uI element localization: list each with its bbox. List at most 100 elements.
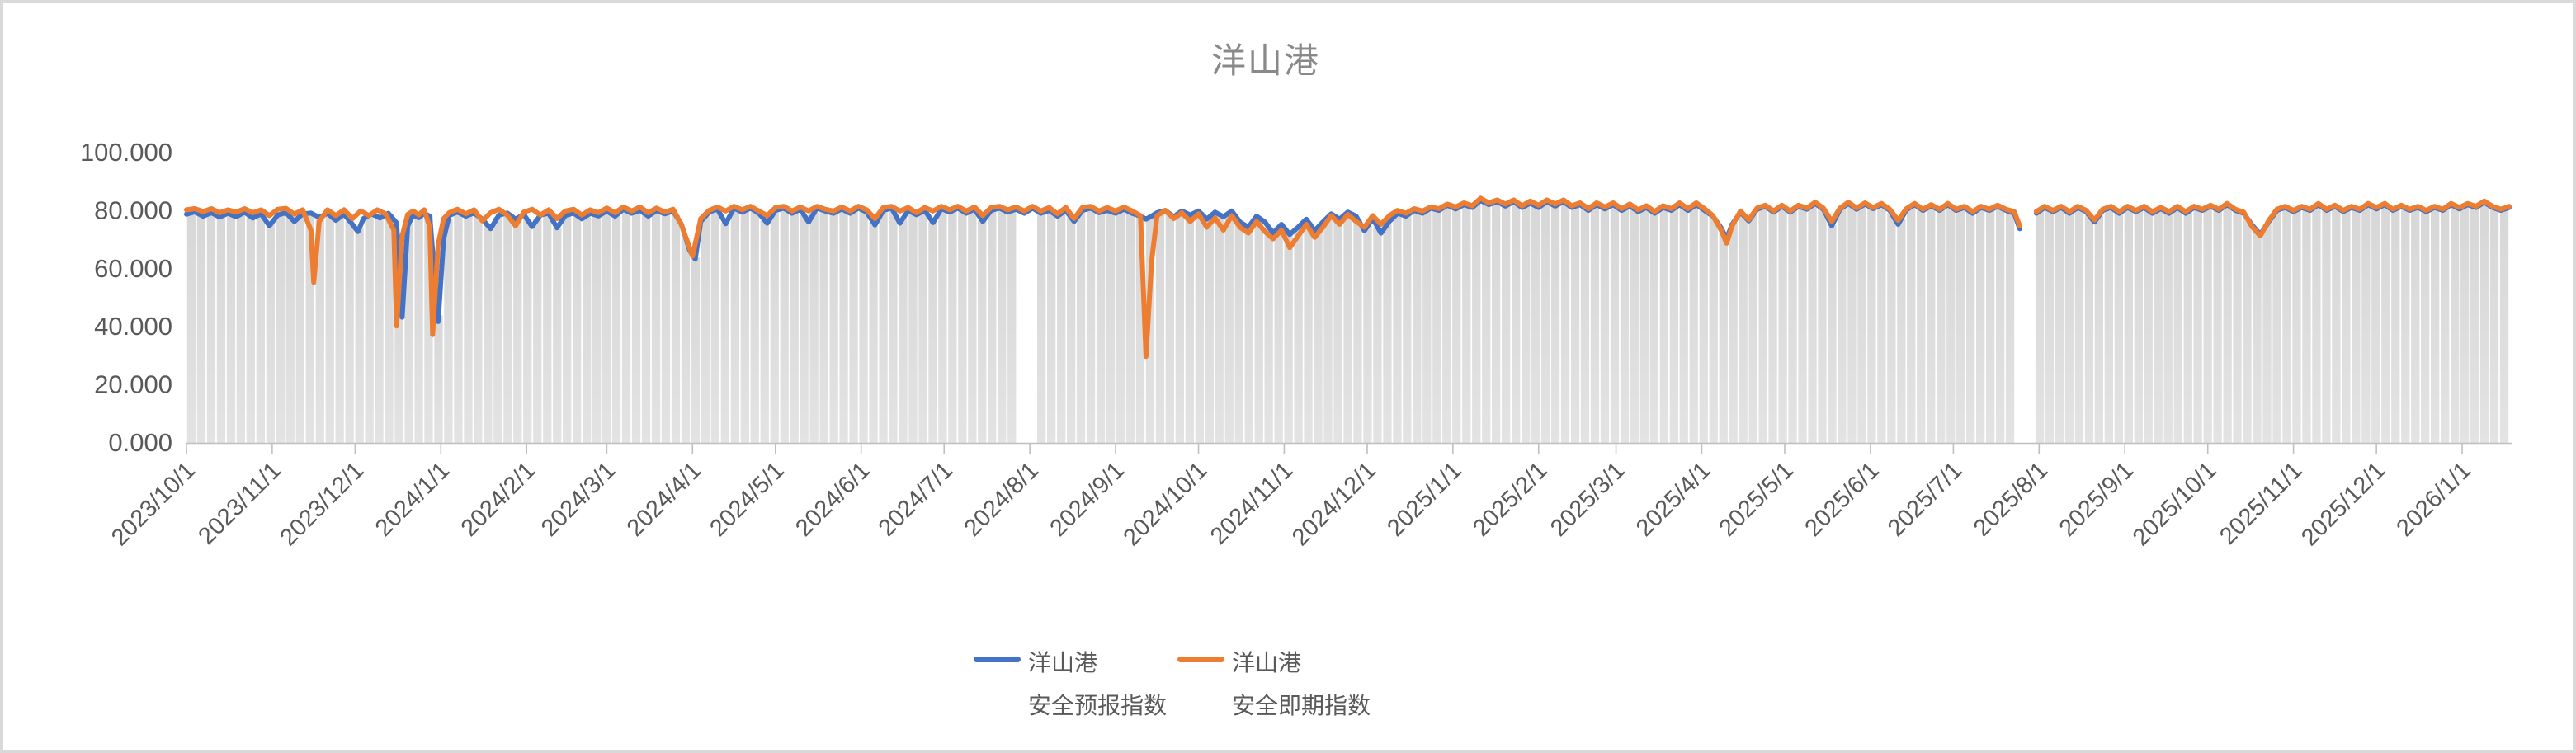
background-column (1739, 214, 1748, 443)
background-column (869, 222, 878, 443)
background-column (1560, 203, 1570, 443)
background-column (404, 224, 413, 443)
background-column (2282, 208, 2291, 443)
background-column (2055, 208, 2064, 443)
background-column (2154, 209, 2163, 443)
background-column (770, 211, 779, 443)
background-column (1145, 217, 1155, 443)
background-column (1462, 205, 1471, 443)
x-axis-label: 2025/9/1 (2055, 457, 2139, 541)
background-column (1254, 218, 1263, 443)
background-column (2421, 210, 2430, 443)
background-column (266, 224, 275, 443)
background-column (2104, 208, 2113, 443)
background-column (740, 210, 749, 443)
background-column (1907, 206, 1916, 443)
background-column (1778, 206, 1787, 444)
background-column (1630, 209, 1639, 443)
background-column (829, 213, 838, 443)
background-column (1135, 216, 1145, 443)
y-axis-label: 80.000 (94, 195, 172, 224)
background-column (1986, 209, 1995, 443)
background-column (1482, 203, 1491, 443)
background-column (1570, 206, 1580, 443)
background-column (355, 228, 364, 443)
background-column (1333, 218, 1342, 443)
series-spot-line[interactable] (184, 195, 2512, 360)
background-column (938, 209, 947, 443)
background-column (424, 215, 433, 443)
background-column (226, 214, 236, 443)
background-column (1383, 224, 1392, 443)
background-column (1314, 227, 1323, 443)
x-axis-label: 2024/5/1 (705, 457, 789, 541)
background-column (691, 257, 701, 443)
legend-item-spot[interactable]: 洋山港 安全即期指数 (1177, 642, 1371, 727)
background-column (256, 214, 265, 443)
x-axis-label: 2024/2/1 (456, 457, 540, 541)
background-column (681, 238, 691, 443)
x-axis-label: 2023/10/1 (106, 457, 201, 551)
x-axis-label: 2025/3/1 (1545, 457, 1630, 541)
background-column (1224, 212, 1234, 443)
background-column (2213, 209, 2222, 443)
background-column (2243, 218, 2252, 443)
background-column (493, 217, 502, 443)
background-column (1966, 211, 1975, 443)
background-column (1857, 205, 1866, 443)
background-column (1522, 205, 1531, 443)
background-column (1758, 207, 1767, 443)
background-column (988, 209, 997, 444)
background-column (1669, 208, 1678, 443)
x-axis-label: 2025/1/1 (1382, 457, 1466, 541)
x-axis-label: 2024/9/1 (1045, 457, 1129, 541)
background-column (2381, 205, 2390, 444)
background-column (414, 217, 423, 443)
x-axis-label: 2025/4/1 (1631, 457, 1715, 541)
background-column (484, 225, 493, 443)
background-column (1788, 210, 1797, 443)
background-column (2292, 209, 2301, 443)
x-axis-label: 2024/7/1 (874, 457, 958, 541)
background-column (1274, 227, 1283, 443)
y-axis-label: 20.000 (94, 370, 172, 399)
background-column (611, 214, 621, 443)
legend-label-spot: 洋山港 安全即期指数 (1232, 650, 1371, 718)
x-axis-label: 2025/2/1 (1468, 457, 1552, 541)
background-column (790, 212, 799, 443)
background-column (1897, 219, 1906, 443)
x-axis-label: 2025/11/1 (2215, 457, 2307, 549)
legend-item-forecast[interactable]: 洋山港 安全预报指数 (974, 642, 1167, 727)
background-column (1393, 214, 1402, 443)
background-column (2489, 208, 2499, 444)
background-column (186, 213, 196, 443)
x-axis-label: 2023/12/1 (275, 457, 369, 551)
background-column (2173, 208, 2182, 443)
x-axis-label: 2024/10/1 (1119, 457, 1213, 551)
chart-title[interactable]: 洋山港 (1210, 41, 1320, 80)
x-axis-label: 2024/3/1 (536, 457, 620, 541)
background-column (1373, 227, 1382, 443)
background-column (2193, 209, 2202, 443)
background-column (1729, 223, 1738, 443)
background-column (998, 209, 1007, 444)
background-column (1294, 227, 1303, 443)
background-column (2460, 206, 2470, 443)
background-column (1472, 204, 1481, 443)
background-column (2371, 208, 2380, 443)
background-column (474, 215, 483, 443)
x-axis-label: 2025/7/1 (1883, 457, 1967, 541)
background-column (1512, 203, 1521, 444)
background-column (1185, 214, 1194, 443)
background-column (1996, 207, 2005, 443)
background-column (918, 211, 927, 443)
background-column (1887, 213, 1896, 443)
background-column (1215, 214, 1224, 443)
background-column (879, 210, 888, 443)
background-column (819, 210, 828, 444)
background-column (1264, 227, 1273, 443)
x-axis-label: 2024/12/1 (1287, 457, 1381, 551)
background-column (2203, 207, 2212, 443)
